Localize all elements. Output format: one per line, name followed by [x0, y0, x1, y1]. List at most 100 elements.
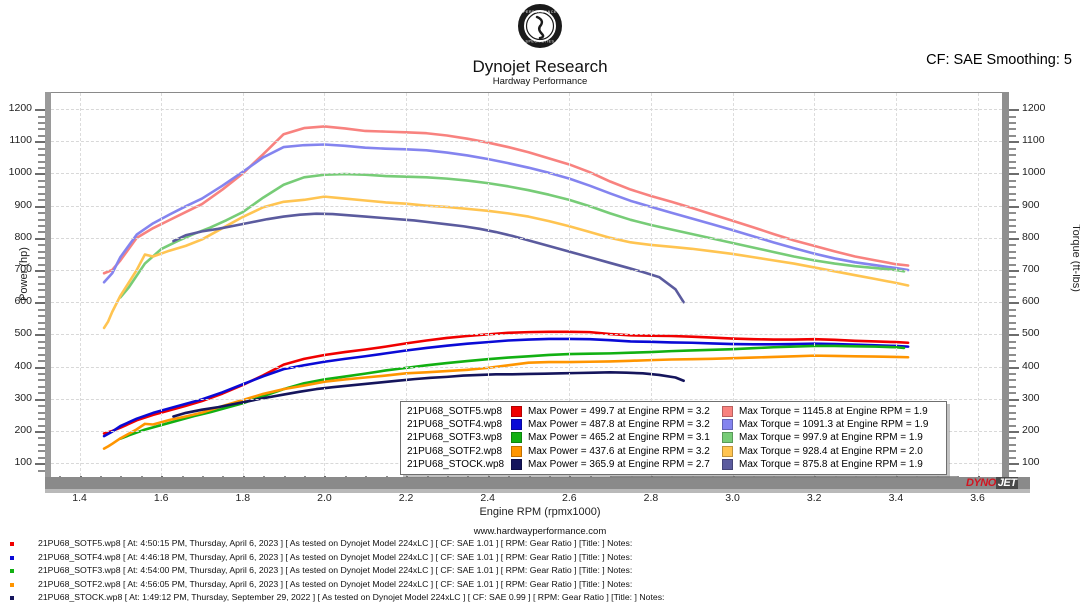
y-tick-minor-left	[38, 418, 45, 421]
y-tick-minor-left	[38, 167, 45, 170]
x-axis-label: Engine RPM (rpmx1000)	[479, 506, 601, 518]
y-tick-minor-right	[1009, 405, 1016, 408]
y-tick-minor-right	[1009, 469, 1016, 472]
y-tick-major-right	[1009, 463, 1019, 466]
legend-row[interactable]: 21PU68_SOTF3.wp8 Max Power = 465.2 at Eng…	[407, 431, 942, 444]
y-tick-minor-left	[38, 315, 45, 318]
y-tick-minor-right	[1009, 263, 1016, 266]
y-tick-minor-right	[1009, 128, 1016, 131]
y-tick-major-left	[35, 141, 45, 144]
legend-row[interactable]: 21PU68_SOTF5.wp8 Max Power = 499.7 at Eng…	[407, 405, 942, 418]
y-tick-minor-left	[38, 179, 45, 182]
run-note-text: 21PU68_SOTF3.wp8 [ At: 4:54:00 PM, Thurs…	[38, 565, 633, 576]
legend-row[interactable]: 21PU68_STOCK.wp8 Max Power = 365.9 at Eng…	[407, 458, 942, 471]
gridline-horizontal	[51, 334, 1002, 336]
y-tick-minor-right	[1009, 327, 1016, 330]
y-tick-minor-right	[1009, 250, 1016, 253]
run-color-dot	[10, 582, 14, 587]
gridline-horizontal	[51, 205, 1002, 207]
y-tick-major-right	[1009, 398, 1019, 401]
y-tick-label-left: 900	[14, 198, 32, 211]
gridline-horizontal	[51, 109, 1002, 111]
run-note-row: 21PU68_SOTF4.wp8 [ At: 4:46:18 PM, Thurs…	[0, 552, 1080, 566]
gridline-horizontal	[51, 366, 1002, 368]
y-tick-minor-right	[1009, 321, 1016, 324]
y-tick-minor-left	[38, 295, 45, 298]
y-tick-label-left: 100	[14, 456, 32, 469]
y-tick-minor-right	[1009, 308, 1016, 311]
x-axis-bar-shadow	[45, 489, 1030, 493]
y-tick-minor-left	[38, 379, 45, 382]
y-tick-minor-left	[38, 385, 45, 388]
y-tick-minor-right	[1009, 231, 1016, 234]
y-tick-label-right: 500	[1022, 327, 1040, 340]
legend-file-name: 21PU68_SOTF3.wp8	[407, 432, 503, 444]
legend-torque-swatch	[722, 458, 733, 470]
legend-max-torque-text: Max Torque = 1145.8 at Engine RPM = 1.9	[739, 406, 928, 418]
gridline-vertical	[406, 93, 408, 476]
run-note-text: 21PU68_SOTF2.wp8 [ At: 4:56:05 PM, Thurs…	[38, 578, 633, 589]
y-tick-label-left: 200	[14, 423, 32, 436]
x-tick-label: 1.6	[153, 492, 169, 504]
x-tick-label: 2.8	[643, 492, 659, 504]
y-tick-minor-right	[1009, 295, 1016, 298]
y-tick-label-right: 900	[1022, 198, 1040, 211]
legend-row[interactable]: 21PU68_SOTF2.wp8 Max Power = 437.6 at Eng…	[407, 445, 942, 458]
y-tick-minor-left	[38, 289, 45, 292]
x-tick-label: 3.4	[888, 492, 904, 504]
y-tick-minor-right	[1009, 276, 1016, 279]
y-tick-minor-right	[1009, 134, 1016, 137]
svg-text:PERFORMANCE: PERFORMANCE	[523, 10, 557, 14]
y-tick-minor-left	[38, 276, 45, 279]
y-tick-minor-right	[1009, 347, 1016, 350]
y-tick-minor-right	[1009, 385, 1016, 388]
y-tick-minor-left	[38, 121, 45, 124]
legend-power-swatch	[511, 419, 522, 431]
y-tick-minor-left	[38, 282, 45, 285]
legend-torque-swatch	[722, 445, 733, 457]
run-color-dot	[10, 569, 14, 574]
y-tick-minor-left	[38, 199, 45, 202]
x-tick-label: 3.2	[806, 492, 822, 504]
x-tick-label: 2.2	[398, 492, 414, 504]
run-note-text: 21PU68_STOCK.wp8 [ At: 1:49:12 PM, Thurs…	[38, 592, 665, 603]
y-tick-label-left: 400	[14, 359, 32, 372]
y-tick-minor-right	[1009, 154, 1016, 157]
y-tick-minor-left	[38, 456, 45, 459]
legend-file-name: 21PU68_SOTF4.wp8	[407, 419, 503, 431]
legend-file-name: 21PU68_SOTF5.wp8	[407, 406, 503, 418]
y-tick-label-right: 700	[1022, 263, 1040, 276]
gridline-vertical	[650, 93, 652, 476]
website-url[interactable]: www.hardwayperformance.com	[473, 526, 607, 537]
y-tick-minor-right	[1009, 186, 1016, 189]
dynojet-dyno-text: DYNO	[966, 476, 996, 489]
y-tick-minor-left	[38, 340, 45, 343]
run-notes-list: 21PU68_SOTF5.wp8 [ At: 4:50:15 PM, Thurs…	[0, 538, 1080, 606]
y-tick-minor-right	[1009, 315, 1016, 318]
gridline-horizontal	[51, 141, 1002, 143]
y-tick-minor-left	[38, 147, 45, 150]
y-tick-major-left	[35, 398, 45, 401]
y-tick-minor-left	[38, 263, 45, 266]
y-tick-minor-left	[38, 360, 45, 363]
y-tick-minor-left	[38, 353, 45, 356]
y-tick-minor-right	[1009, 456, 1016, 459]
y-tick-minor-left	[38, 192, 45, 195]
y-tick-minor-right	[1009, 411, 1016, 414]
y-tick-minor-right	[1009, 224, 1016, 227]
y-tick-minor-right	[1009, 212, 1016, 215]
x-tick-label: 2.4	[480, 492, 496, 504]
gridline-horizontal	[51, 302, 1002, 304]
y-tick-minor-left	[38, 392, 45, 395]
gridline-vertical	[814, 93, 816, 476]
legend-row[interactable]: 21PU68_SOTF4.wp8 Max Power = 487.8 at Eng…	[407, 418, 942, 431]
y-tick-minor-right	[1009, 179, 1016, 182]
y-tick-minor-right	[1009, 218, 1016, 221]
y-tick-minor-left	[38, 160, 45, 163]
curve-21pu68-sotf2-wp8-torque	[102, 195, 910, 330]
y-tick-major-left	[35, 430, 45, 433]
y-tick-label-left: 1000	[8, 166, 32, 179]
y-tick-minor-left	[38, 469, 45, 472]
y-tick-label-left: 800	[14, 230, 32, 243]
run-note-row: 21PU68_SOTF5.wp8 [ At: 4:50:15 PM, Thurs…	[0, 538, 1080, 552]
